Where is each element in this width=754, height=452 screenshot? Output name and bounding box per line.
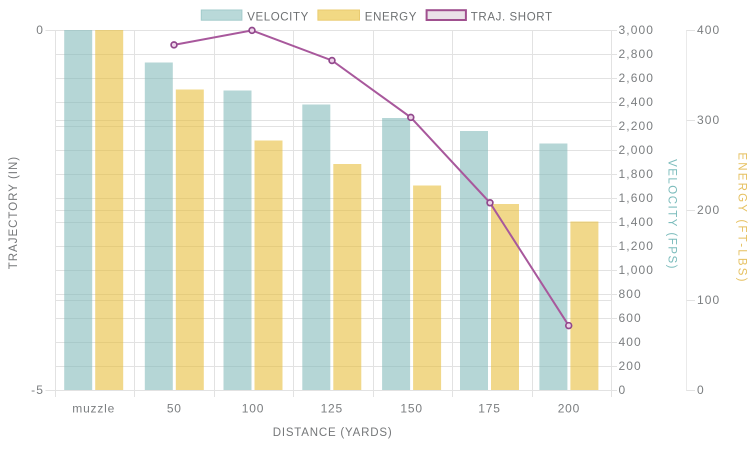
svg-text:400: 400 xyxy=(619,335,642,349)
svg-text:0: 0 xyxy=(36,23,44,37)
svg-text:1,800: 1,800 xyxy=(619,167,655,181)
svg-text:0: 0 xyxy=(697,383,705,397)
svg-text:-5: -5 xyxy=(31,383,44,397)
svg-text:2,800: 2,800 xyxy=(619,47,655,61)
svg-text:ENERGY (FT-LBS): ENERGY (FT-LBS) xyxy=(736,152,748,283)
svg-text:200: 200 xyxy=(697,203,720,217)
svg-text:TRAJ. SHORT: TRAJ. SHORT xyxy=(471,12,553,24)
svg-text:1,000: 1,000 xyxy=(619,263,655,277)
svg-text:300: 300 xyxy=(697,113,720,127)
svg-text:100: 100 xyxy=(242,402,264,416)
svg-text:800: 800 xyxy=(619,287,642,301)
svg-text:200: 200 xyxy=(619,359,642,373)
svg-text:3,000: 3,000 xyxy=(619,23,655,37)
svg-text:muzzle: muzzle xyxy=(72,402,115,416)
svg-text:0: 0 xyxy=(619,383,627,397)
svg-text:125: 125 xyxy=(321,402,343,416)
svg-text:200: 200 xyxy=(558,402,580,416)
svg-text:ENERGY: ENERGY xyxy=(365,12,417,24)
svg-text:1,200: 1,200 xyxy=(619,239,655,253)
svg-text:2,400: 2,400 xyxy=(619,95,655,109)
svg-text:2,000: 2,000 xyxy=(619,143,655,157)
svg-text:DISTANCE (YARDS): DISTANCE (YARDS) xyxy=(273,427,393,439)
svg-text:50: 50 xyxy=(167,402,182,416)
svg-text:VELOCITY: VELOCITY xyxy=(247,12,309,24)
svg-text:TRAJECTORY (IN): TRAJECTORY (IN) xyxy=(8,156,20,269)
svg-text:VELOCITY (FPS): VELOCITY (FPS) xyxy=(666,159,678,270)
svg-text:1,600: 1,600 xyxy=(619,191,655,205)
svg-text:2,600: 2,600 xyxy=(619,71,655,85)
svg-text:150: 150 xyxy=(400,402,422,416)
svg-text:2,200: 2,200 xyxy=(619,119,655,133)
svg-text:400: 400 xyxy=(697,23,720,37)
svg-text:1,400: 1,400 xyxy=(619,215,655,229)
svg-text:175: 175 xyxy=(478,402,500,416)
svg-text:100: 100 xyxy=(697,293,720,307)
svg-text:600: 600 xyxy=(619,311,642,325)
